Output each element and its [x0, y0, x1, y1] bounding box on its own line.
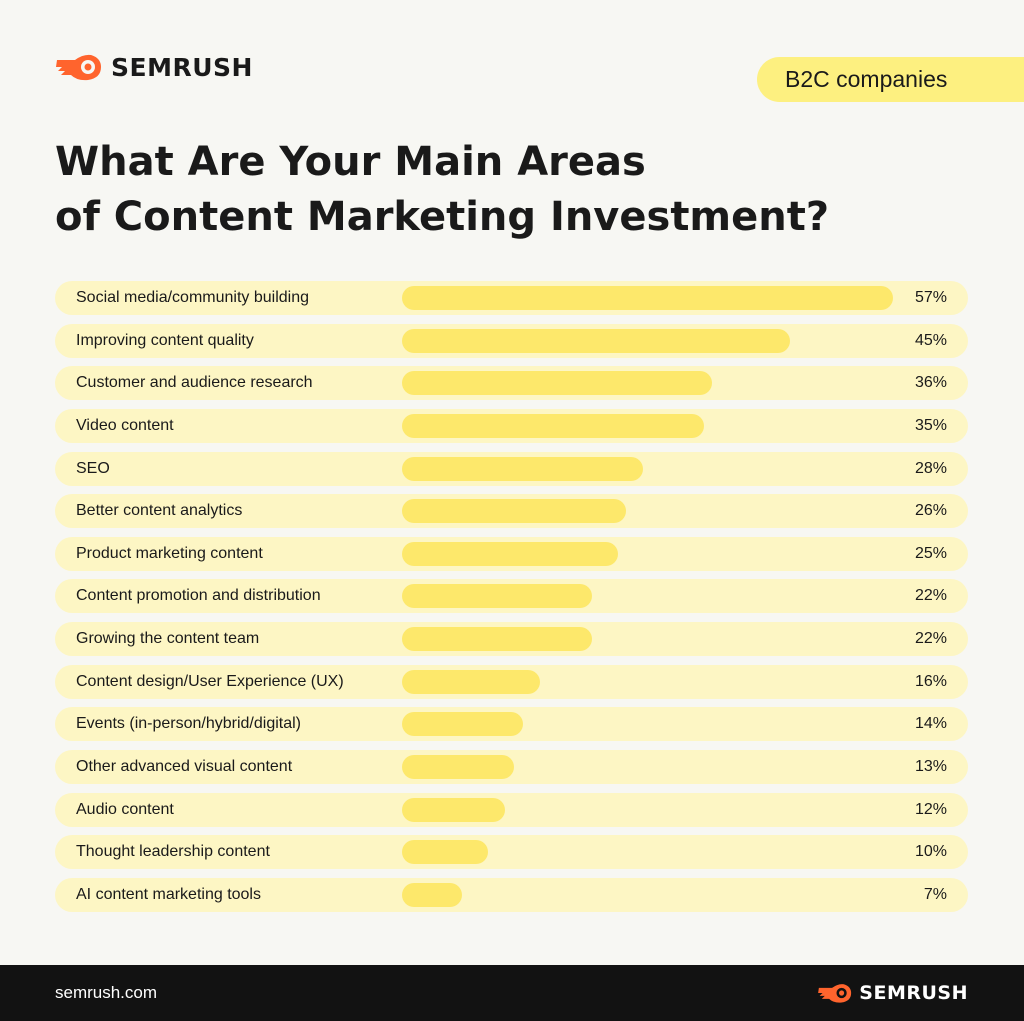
- category-label: AI content marketing tools: [76, 885, 261, 903]
- page-title: What Are Your Main Areas of Content Mark…: [55, 135, 955, 245]
- chart-row: Content promotion and distribution 22%: [55, 579, 968, 614]
- value-label: 22%: [914, 587, 947, 605]
- value-label: 10%: [914, 843, 947, 861]
- segment-badge: B2C companies: [757, 57, 1024, 102]
- chart-row: Better content analytics 26%: [55, 494, 968, 529]
- page-title-line-1: What Are Your Main Areas: [55, 139, 646, 185]
- bar: [402, 456, 643, 481]
- category-label: Content design/User Experience (UX): [76, 672, 344, 690]
- category-label: Thought leadership content: [76, 843, 270, 861]
- value-label: 28%: [914, 459, 947, 477]
- brand-name: SEMRUSH: [111, 52, 253, 82]
- category-label: Improving content quality: [76, 331, 254, 349]
- bar: [402, 286, 893, 310]
- category-label: Social media/community building: [76, 289, 309, 306]
- value-label: 57%: [914, 289, 947, 306]
- bar-track: [402, 882, 902, 907]
- bar-track: [402, 499, 902, 524]
- page-title-line-2: of Content Marketing Investment?: [55, 194, 830, 240]
- chart-row: Improving content quality 45%: [55, 323, 968, 358]
- bar-track: [402, 456, 902, 481]
- category-label: Audio content: [76, 800, 174, 818]
- bar-track: [402, 712, 902, 737]
- category-label: Growing the content team: [76, 630, 260, 648]
- category-label: Content promotion and distribution: [76, 587, 321, 605]
- bar: [402, 328, 790, 353]
- bar: [402, 584, 592, 609]
- footer-logo: SEMRUSH: [817, 982, 968, 1004]
- chart-row: Content design/User Experience (UX) 16%: [55, 664, 968, 699]
- chart-row: Thought leadership content 10%: [55, 835, 968, 870]
- chart-row: Social media/community building 57%: [55, 281, 968, 315]
- category-label: Customer and audience research: [76, 374, 313, 392]
- semrush-fire-icon: [56, 54, 101, 81]
- bar: [402, 755, 514, 780]
- value-label: 22%: [914, 630, 947, 648]
- bar: [402, 840, 488, 865]
- bar-track: [402, 755, 902, 780]
- semrush-logo: SEMRUSH: [55, 52, 253, 82]
- value-label: 45%: [914, 331, 947, 349]
- bar: [402, 712, 523, 737]
- bar: [402, 499, 626, 524]
- value-label: 7%: [923, 885, 947, 903]
- bar-chart: Social media/community building 57% Improv…: [55, 281, 968, 921]
- category-label: Other advanced visual content: [76, 758, 293, 776]
- category-label: Product marketing content: [76, 544, 263, 562]
- bar-track: [402, 627, 902, 652]
- bar-track: [402, 286, 902, 310]
- bar: [402, 541, 618, 566]
- bar-track: [402, 669, 902, 694]
- bar-track: [402, 371, 902, 396]
- chart-row: Audio content 12%: [55, 792, 968, 827]
- footer-url: semrush.com: [55, 983, 158, 1002]
- bar-track: [402, 584, 902, 609]
- category-label: Video content: [76, 416, 174, 434]
- bar-track: [402, 840, 902, 865]
- bar-track: [402, 541, 902, 566]
- bar: [402, 882, 462, 907]
- value-label: 13%: [914, 758, 947, 776]
- bar-track: [402, 413, 902, 438]
- value-label: 36%: [914, 374, 947, 392]
- bar: [402, 371, 712, 396]
- chart-row: Other advanced visual content 13%: [55, 750, 968, 785]
- chart-row: Customer and audience research 36%: [55, 366, 968, 401]
- chart-row: Product marketing content 25%: [55, 536, 968, 571]
- value-label: 26%: [914, 502, 947, 520]
- chart-row: AI content marketing tools 7%: [55, 877, 968, 912]
- value-label: 14%: [914, 715, 947, 733]
- footer-bar: semrush.com SEMRUSH: [0, 965, 1024, 1021]
- bar: [402, 669, 540, 694]
- semrush-fire-icon: [818, 984, 852, 1003]
- segment-badge-label: B2C companies: [785, 66, 948, 92]
- footer-brand-name: SEMRUSH: [859, 982, 968, 1004]
- category-label: Better content analytics: [76, 502, 243, 520]
- chart-row: Events (in-person/hybrid/digital) 14%: [55, 707, 968, 742]
- category-label: Events (in-person/hybrid/digital): [76, 715, 301, 733]
- value-label: 35%: [914, 416, 947, 434]
- value-label: 25%: [914, 544, 947, 562]
- bar: [402, 413, 704, 438]
- bar: [402, 627, 592, 652]
- bar-track: [402, 797, 902, 822]
- chart-row: Growing the content team 22%: [55, 622, 968, 657]
- bar: [402, 797, 505, 822]
- value-label: 16%: [914, 672, 947, 690]
- bar-track: [402, 328, 902, 353]
- value-label: 12%: [914, 800, 947, 818]
- category-label: SEO: [76, 459, 110, 477]
- chart-row: SEO 28%: [55, 451, 968, 486]
- chart-row: Video content 35%: [55, 408, 968, 443]
